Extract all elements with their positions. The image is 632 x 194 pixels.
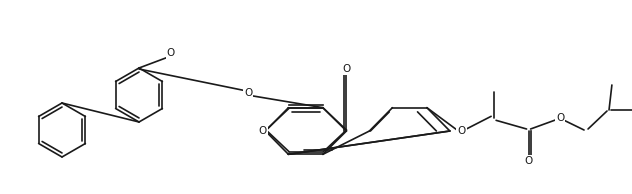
- Text: O: O: [167, 48, 175, 57]
- Text: O: O: [258, 126, 267, 136]
- Text: O: O: [525, 156, 533, 166]
- Text: O: O: [343, 64, 351, 74]
- Text: O: O: [457, 126, 466, 136]
- Text: O: O: [244, 88, 252, 98]
- Text: O: O: [556, 113, 564, 123]
